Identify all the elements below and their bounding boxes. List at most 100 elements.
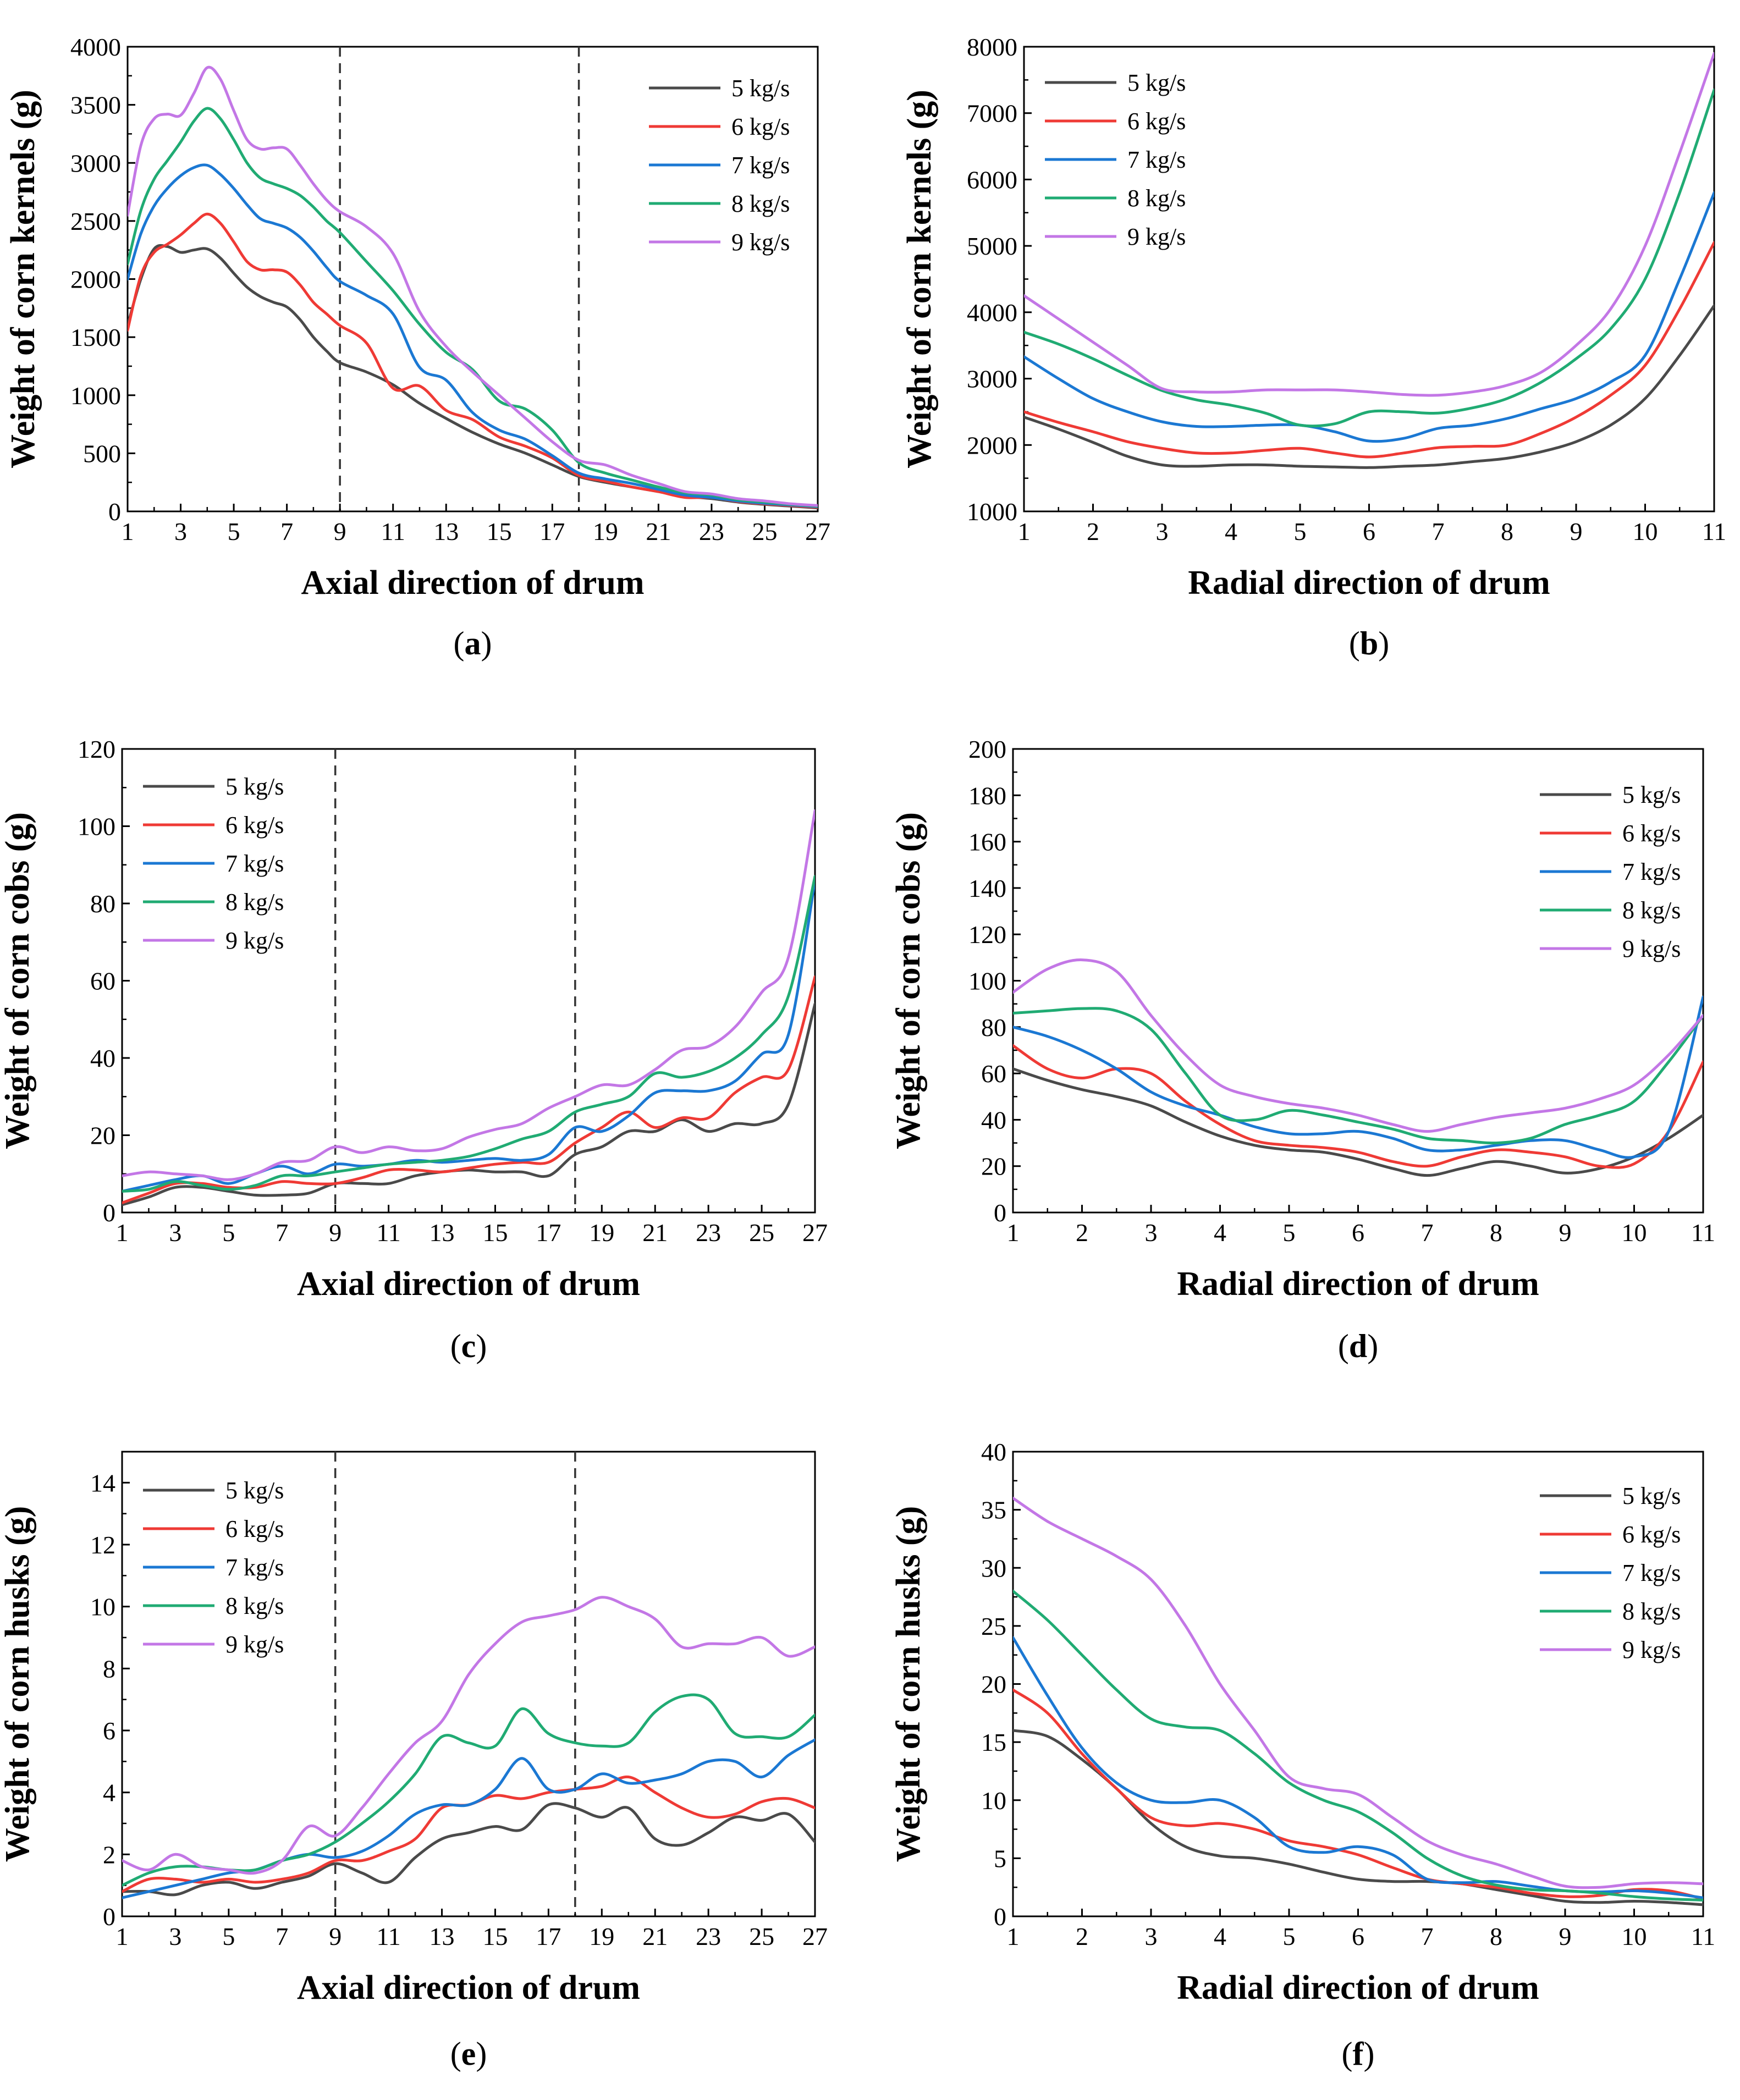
x-tick-label: 9 — [1570, 517, 1583, 545]
legend-label: 9 kg/s — [225, 1631, 284, 1658]
x-tick-label: 3 — [1156, 517, 1169, 545]
panel-label: (f) — [1342, 2036, 1375, 2072]
x-tick-label: 1 — [1007, 1922, 1020, 1950]
x-tick-label: 13 — [430, 1219, 455, 1247]
x-axis-title: Axial direction of drum — [301, 564, 645, 602]
panel-e: 1 3 5 7 9 11 13 15 17 19 21 23 25 2702468101214Axial … — [0, 1451, 828, 2072]
x-tick-label: 19 — [589, 1219, 614, 1247]
x-axis-title: Radial direction of drum — [1177, 1969, 1539, 2007]
legend-label: 7 kg/s — [1622, 858, 1681, 885]
series-group — [122, 1596, 815, 1899]
y-tick-label: 20 — [981, 1671, 1006, 1699]
panel-letter: e — [461, 2036, 476, 2072]
x-tick-label: 17 — [536, 1922, 561, 1950]
series-group — [1013, 958, 1703, 1177]
x-tick-label: 25 — [752, 517, 777, 545]
y-axis-title: Weight of corn cobs (g) — [890, 812, 927, 1149]
x-axis-title: Axial direction of drum — [297, 1969, 640, 2007]
y-tick-label: 5 — [994, 1844, 1006, 1872]
x-tick-label: 1 — [122, 517, 134, 545]
x-tick-label: 9 — [334, 517, 346, 545]
series-line-9-kg-s — [1013, 1497, 1703, 1889]
x-tick-label: 13 — [430, 1922, 455, 1950]
series-line-9-kg-s — [122, 1596, 815, 1875]
y-tick-label: 14 — [90, 1469, 115, 1497]
y-tick-label: 3500 — [70, 91, 121, 119]
x-tick-label: 6 — [1352, 1922, 1364, 1950]
legend-label: 7 kg/s — [225, 850, 284, 877]
x-axis-title: Radial direction of drum — [1177, 1265, 1539, 1303]
panel-b: 1 2 3 4 5 6 7 8 9 10 11 1000 2000 3000 4000 5000 6000 700… — [901, 33, 1726, 662]
y-tick-label: 60 — [981, 1060, 1006, 1088]
legend-label: 9 kg/s — [225, 927, 284, 954]
series-group — [1013, 1497, 1703, 1906]
panel-letter: d — [1349, 1328, 1367, 1364]
x-tick-label: 10 — [1622, 1922, 1647, 1950]
panel-label: (c) — [450, 1328, 487, 1364]
x-tick-label: 1 — [116, 1922, 129, 1950]
legend-label: 8 kg/s — [1127, 185, 1186, 212]
y-tick-label: 1000 — [967, 498, 1017, 526]
y-tick-label: 10 — [90, 1593, 115, 1621]
x-tick-label: 1 — [1018, 517, 1031, 545]
x-tick-label: 21 — [646, 517, 671, 545]
x-tick-label: 23 — [696, 1922, 721, 1950]
x-tick-label: 11 — [376, 1219, 400, 1247]
series-line-6-kg-s — [128, 212, 818, 509]
x-tick-label: 23 — [696, 1219, 721, 1247]
series-line-5-kg-s — [1013, 1729, 1703, 1906]
series-line-8-kg-s — [1013, 1590, 1703, 1901]
y-tick-label: 500 — [83, 439, 121, 467]
series-line-6-kg-s — [1013, 1044, 1703, 1169]
y-tick-label: 60 — [90, 967, 115, 995]
legend-label: 8 kg/s — [1622, 1598, 1681, 1625]
series-line-7-kg-s — [1013, 995, 1703, 1159]
y-axis-title: Weight of corn cobs (g) — [0, 812, 36, 1149]
y-tick-label: 4 — [103, 1779, 115, 1807]
x-tick-label: 4 — [1225, 517, 1237, 545]
y-tick-label: 80 — [981, 1013, 1006, 1041]
series-line-5-kg-s — [122, 1002, 815, 1206]
x-tick-label: 5 — [228, 517, 240, 545]
series-line-9-kg-s — [1024, 52, 1714, 397]
x-tick-label: 7 — [1421, 1219, 1434, 1247]
series-group — [122, 809, 815, 1206]
x-tick-label: 11 — [376, 1922, 400, 1950]
panel-label: (b) — [1349, 625, 1389, 662]
x-tick-label: 3 — [169, 1219, 181, 1247]
panel-d: 1 2 3 4 5 6 7 8 9 10 11 0 20 40 60 80 100 120 140 160 180 200… — [890, 735, 1715, 1364]
series-line-5-kg-s — [122, 1802, 815, 1897]
series-line-8-kg-s — [1024, 89, 1714, 428]
legend-label: 9 kg/s — [731, 229, 790, 256]
panel-letter: c — [461, 1328, 476, 1364]
y-tick-label: 20 — [90, 1122, 115, 1150]
y-tick-label: 35 — [981, 1496, 1006, 1524]
panel-label: (a) — [454, 625, 492, 662]
x-tick-label: 21 — [642, 1219, 668, 1247]
y-tick-label: 40 — [981, 1106, 1006, 1134]
y-tick-label: 12 — [90, 1531, 115, 1559]
y-tick-label: 5000 — [967, 232, 1017, 260]
x-tick-label: 17 — [536, 1219, 561, 1247]
panel-letter: b — [1360, 625, 1378, 662]
series-group — [1024, 52, 1714, 469]
x-tick-label: 7 — [276, 1219, 288, 1247]
y-tick-label: 3000 — [70, 149, 121, 177]
x-tick-label: 19 — [593, 517, 618, 545]
y-tick-label: 3000 — [967, 365, 1017, 393]
x-tick-label: 2 — [1087, 517, 1099, 545]
x-tick-label: 7 — [1432, 517, 1445, 545]
series-line-7-kg-s — [128, 163, 818, 508]
legend-label: 7 kg/s — [1622, 1559, 1681, 1586]
x-tick-label: 5 — [1283, 1219, 1296, 1247]
x-tick-label: 23 — [699, 517, 724, 545]
plot-frame — [1012, 748, 1704, 1214]
x-tick-label: 10 — [1633, 517, 1658, 545]
legend: 5 kg/s 6 kg/s 7 kg/s 8 kg/s 9 kg/s — [1540, 781, 1681, 962]
y-tick-label: 6000 — [967, 166, 1017, 194]
panel-letter: a — [465, 625, 481, 662]
x-tick-label: 11 — [1702, 517, 1726, 545]
x-tick-label: 3 — [174, 517, 187, 545]
x-tick-label: 7 — [280, 517, 293, 545]
